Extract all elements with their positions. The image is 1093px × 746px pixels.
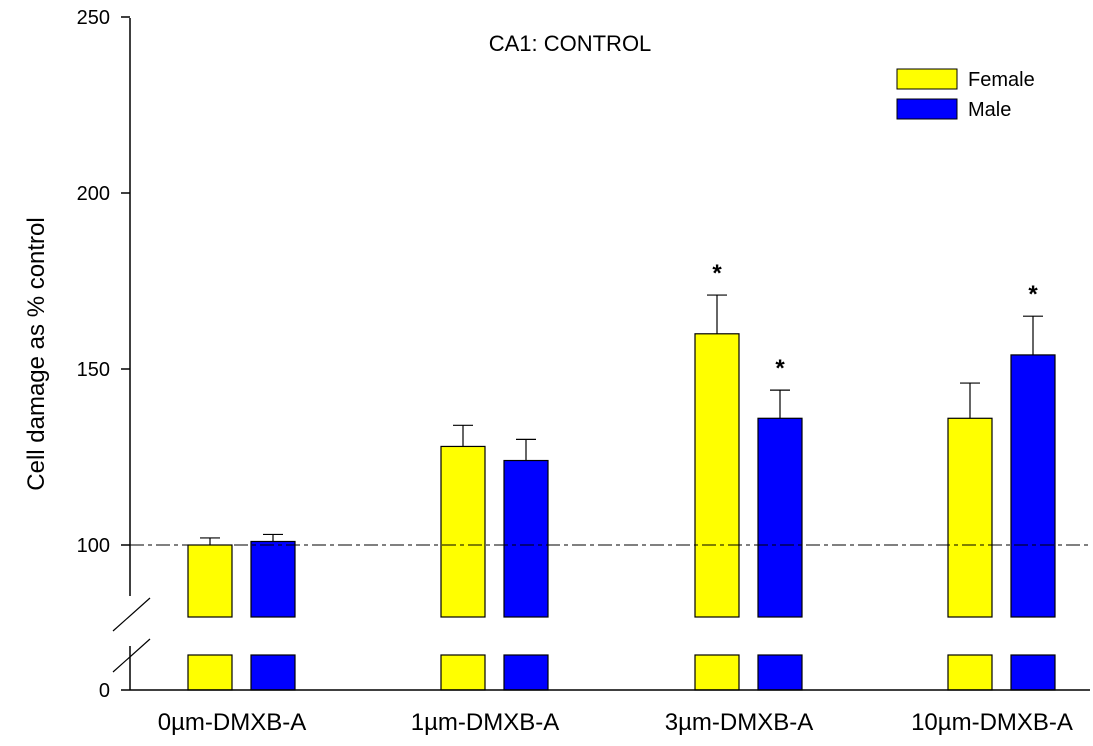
x-tick-label: 0µm-DMXB-A (158, 709, 307, 736)
y-axis-label: Cell damage as % control (23, 217, 50, 490)
y-tick-label: 250 (77, 7, 110, 29)
bar-female-1 (440, 445, 486, 618)
bar-base-female-3 (947, 654, 993, 691)
significance-marker: * (775, 355, 785, 382)
significance-marker: * (1028, 281, 1038, 308)
bar-base-male-0 (250, 654, 296, 691)
legend-swatch-female (896, 68, 958, 90)
bar-female-2 (694, 333, 740, 618)
y-tick-label: 150 (77, 359, 110, 381)
y-tick-label: 0 (99, 680, 110, 702)
legend-swatch-male (896, 98, 958, 120)
x-tick-label: 10µm-DMXB-A (911, 709, 1073, 736)
bar-female-0 (187, 544, 233, 618)
legend-label-female: Female (968, 69, 1035, 91)
x-tick-label: 1µm-DMXB-A (411, 709, 560, 736)
significance-marker: * (712, 260, 722, 287)
bars-layer: * * * (187, 260, 1056, 691)
bar-female-3 (947, 417, 993, 618)
x-tick-label: 3µm-DMXB-A (665, 709, 814, 736)
bar-base-male-2 (757, 654, 803, 691)
axis-break-mark-lower (112, 638, 151, 673)
bar-base-female-0 (187, 654, 233, 691)
bar-base-male-3 (1010, 654, 1056, 691)
bar-base-female-2 (694, 654, 740, 691)
axis-break-mark-upper (112, 597, 151, 632)
y-tick-label: 200 (77, 183, 110, 205)
bar-base-female-1 (440, 654, 486, 691)
bar-male-0 (250, 540, 296, 618)
chart-title: CA1: CONTROL (489, 31, 652, 56)
x-tick-labels: 0µm-DMXB-A 1µm-DMXB-A 3µm-DMXB-A 10µm-DMXB-… (158, 709, 1073, 736)
bar-male-1 (503, 459, 549, 618)
bar-male-3 (1010, 354, 1056, 618)
y-ticks: 0 100 150 200 250 (77, 7, 130, 702)
y-tick-label: 100 (77, 535, 110, 557)
legend-label-male: Male (968, 99, 1011, 121)
bar-male-2 (757, 417, 803, 618)
bar-base-male-1 (503, 654, 549, 691)
legend: Female Male (896, 68, 1035, 121)
